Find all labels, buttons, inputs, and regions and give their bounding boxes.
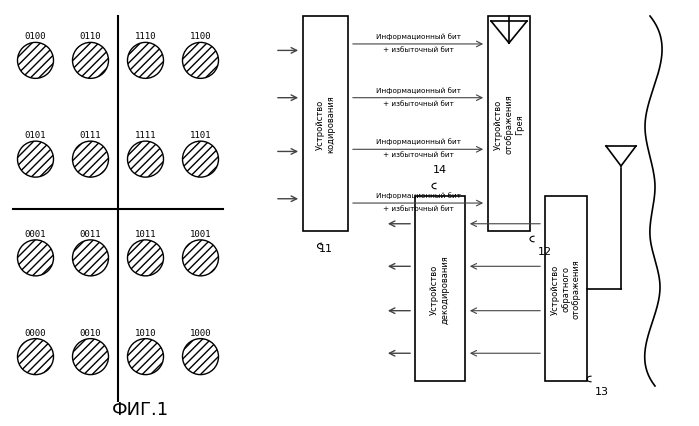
Text: 1111: 1111 [135, 131, 157, 140]
Text: 0101: 0101 [24, 131, 46, 140]
Text: + избыточный бит: + избыточный бит [382, 152, 454, 158]
Text: + избыточный бит: + избыточный бит [382, 101, 454, 106]
Text: 13: 13 [595, 386, 609, 396]
Text: 0111: 0111 [80, 131, 101, 140]
Text: Информационный бит: Информационный бит [375, 33, 461, 40]
Text: 0010: 0010 [80, 328, 101, 337]
Ellipse shape [127, 240, 164, 276]
Text: Информационный бит: Информационный бит [375, 138, 461, 145]
Ellipse shape [182, 339, 219, 375]
Text: 12: 12 [538, 246, 552, 256]
Text: 1001: 1001 [189, 229, 211, 238]
Text: 14: 14 [433, 164, 447, 175]
Ellipse shape [17, 142, 54, 178]
Text: 0110: 0110 [80, 32, 101, 41]
Text: Устройство
обратного
отображения: Устройство обратного отображения [551, 259, 581, 319]
Text: 0011: 0011 [80, 229, 101, 238]
Ellipse shape [127, 142, 164, 178]
Ellipse shape [73, 240, 108, 276]
Ellipse shape [182, 240, 219, 276]
Text: Информационный бит: Информационный бит [375, 86, 461, 93]
Text: + избыточный бит: + избыточный бит [382, 206, 454, 212]
Text: Устройство
отображения
Грея: Устройство отображения Грея [494, 95, 524, 154]
Ellipse shape [17, 43, 54, 79]
Ellipse shape [127, 43, 164, 79]
Text: 1110: 1110 [135, 32, 157, 41]
Bar [488, 17, 530, 231]
Text: 1101: 1101 [189, 131, 211, 140]
Bar [545, 196, 587, 381]
Bar [415, 196, 465, 381]
Text: 11: 11 [319, 243, 333, 253]
Text: 1000: 1000 [189, 328, 211, 337]
Text: 1010: 1010 [135, 328, 157, 337]
Ellipse shape [73, 339, 108, 375]
Text: Устройство
декодирования: Устройство декодирования [431, 254, 449, 323]
Text: + избыточный бит: + избыточный бит [382, 47, 454, 53]
Bar [303, 17, 348, 231]
Ellipse shape [182, 43, 219, 79]
Text: Устройство
кодирования: Устройство кодирования [316, 95, 336, 153]
Text: 1100: 1100 [189, 32, 211, 41]
Text: 0000: 0000 [24, 328, 46, 337]
Ellipse shape [17, 339, 54, 375]
Ellipse shape [17, 240, 54, 276]
Ellipse shape [73, 43, 108, 79]
Text: ФИГ.1: ФИГ.1 [111, 400, 168, 418]
Text: 0001: 0001 [24, 229, 46, 238]
Ellipse shape [73, 142, 108, 178]
Text: 1011: 1011 [135, 229, 157, 238]
Ellipse shape [182, 142, 219, 178]
Text: Информационный бит: Информационный бит [375, 192, 461, 199]
Ellipse shape [127, 339, 164, 375]
Text: 0100: 0100 [24, 32, 46, 41]
